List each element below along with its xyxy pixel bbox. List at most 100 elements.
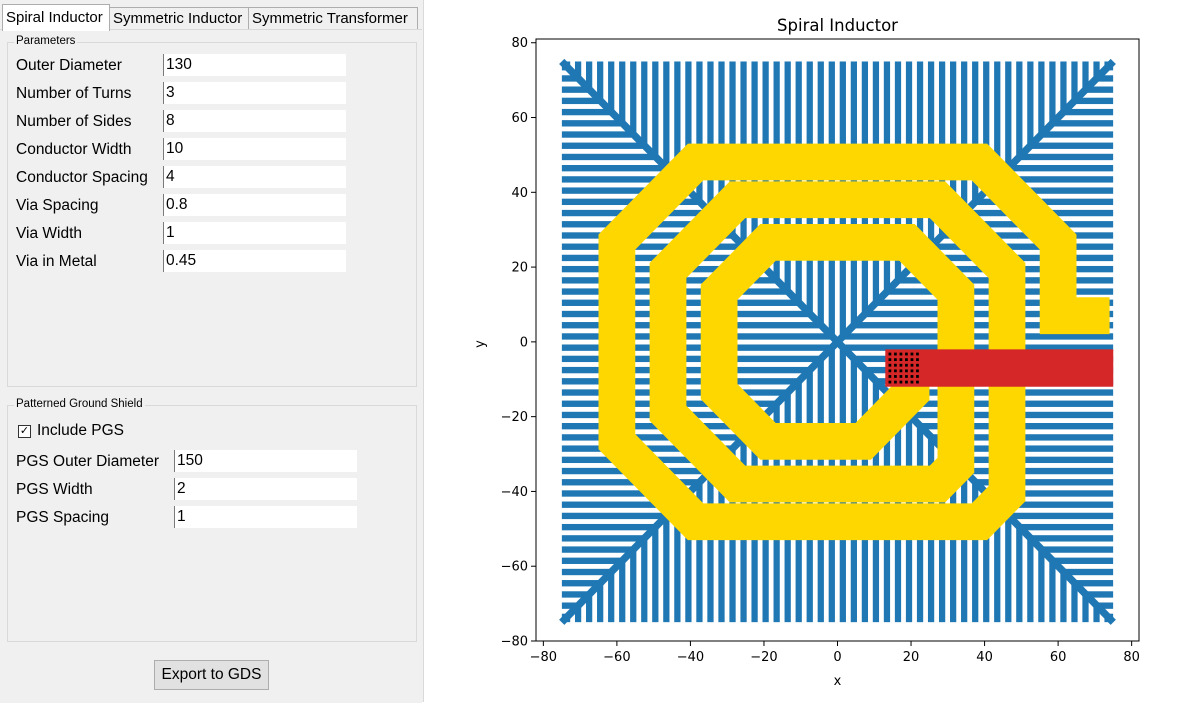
via-width-input[interactable]: [163, 222, 346, 244]
number-of-turns-label: Number of Turns: [16, 85, 132, 102]
via: [899, 363, 903, 367]
y-tick-label: 80: [511, 36, 528, 51]
pgs-strip: [561, 355, 838, 363]
pgs-strip: [837, 445, 1114, 452]
pgs-strip: [561, 322, 838, 329]
pgs-strip: [561, 265, 838, 273]
pgs-outer-diameter-input[interactable]: [174, 450, 357, 472]
via: [888, 380, 892, 384]
tab-symmetric-transformer[interactable]: Symmetric Transformer: [248, 7, 418, 30]
y-tick-label: 20: [511, 261, 528, 276]
via: [905, 375, 908, 378]
tab-bar: Spiral Inductor Symmetric Inductor Symme…: [0, 4, 424, 31]
conductor-width-label: Conductor Width: [16, 141, 132, 158]
x-tick-label: −80: [530, 650, 557, 665]
parameters-group: Parameters: [7, 35, 417, 387]
pgs-strip: [561, 400, 838, 407]
pgs-diagonal: [559, 58, 1116, 625]
pgs-strip: [561, 277, 838, 284]
pgs-strip: [561, 333, 838, 340]
via: [910, 358, 914, 362]
include-pgs-checkbox[interactable]: ✓: [18, 425, 31, 438]
pgs-strip: [561, 366, 838, 374]
x-tick-label: 40: [976, 650, 993, 665]
pgs-strip: [561, 299, 838, 306]
via: [916, 380, 919, 384]
number-of-sides-input[interactable]: [163, 110, 346, 132]
via: [910, 375, 914, 378]
pgs-strip: [561, 378, 838, 385]
via: [905, 380, 908, 384]
y-tick-label: −20: [501, 410, 528, 425]
via: [910, 369, 914, 373]
plot-title: Spiral Inductor: [777, 16, 898, 35]
control-panel: Spiral Inductor Symmetric Inductor Symme…: [0, 0, 424, 703]
pgs-strip: [837, 322, 1114, 329]
pgs-strip: [837, 467, 1114, 475]
pgs-spacing-input[interactable]: [174, 506, 357, 528]
via: [894, 380, 897, 384]
via: [894, 352, 897, 356]
pgs-strip: [561, 310, 838, 318]
x-tick-label: 20: [903, 650, 920, 665]
outer-diameter-label: Outer Diameter: [16, 57, 122, 74]
pgs-strip: [837, 434, 1114, 441]
tab-symmetric-inductor[interactable]: Symmetric Inductor: [109, 7, 249, 30]
pgs-strip: [561, 411, 838, 419]
x-tick-label: 60: [1050, 650, 1067, 665]
via: [888, 363, 892, 367]
via-width-label: Via Width: [16, 225, 83, 242]
pgs-strip: [837, 344, 1114, 351]
pgs-spacing-label: PGS Spacing: [16, 509, 110, 526]
via-spacing-input[interactable]: [163, 194, 346, 216]
number-of-turns-input[interactable]: [163, 82, 346, 104]
pgs-strip: [837, 288, 1114, 295]
pgs-strip: [561, 389, 838, 396]
outer-diameter-input[interactable]: [163, 54, 346, 76]
via: [899, 380, 903, 384]
conductor-spacing-input[interactable]: [163, 166, 346, 188]
y-tick-label: −40: [501, 485, 528, 500]
x-tick-label: −60: [603, 650, 630, 665]
x-tick-label: 80: [1123, 650, 1140, 665]
x-tick-label: −20: [750, 650, 777, 665]
spiral-conductor: [598, 143, 1110, 541]
via: [916, 375, 919, 378]
via: [916, 369, 919, 373]
y-tick-label: −60: [501, 560, 528, 575]
via: [916, 363, 919, 367]
pgs-strip: [837, 277, 1114, 284]
via: [899, 375, 903, 378]
parameters-group-title: Parameters: [14, 35, 78, 47]
via: [905, 369, 908, 373]
via: [905, 358, 908, 362]
pgs-outer-diameter-label: PGS Outer Diameter: [16, 453, 159, 470]
y-tick-label: 0: [520, 335, 528, 350]
y-tick-label: −80: [501, 635, 528, 650]
pgs-strip: [837, 333, 1114, 340]
via: [905, 352, 908, 356]
via: [916, 358, 919, 362]
via: [916, 352, 919, 356]
conductor-width-input[interactable]: [163, 138, 346, 160]
export-to-gds-button[interactable]: Export to GDS: [154, 660, 269, 690]
via-in-metal-input[interactable]: [163, 250, 346, 272]
pgs-group: Patterned Ground Shield: [7, 398, 417, 642]
via: [910, 380, 914, 384]
plot-area: Spiral Inductor x y −80 −60 −40 −20 0 20 40 60 8…: [424, 0, 1201, 702]
underpass-trace: [885, 349, 1114, 387]
pgs-width-label: PGS Width: [16, 481, 93, 498]
y-tick-label: 60: [511, 111, 528, 126]
pgs-strip: [561, 344, 838, 351]
tab-spiral-inductor[interactable]: Spiral Inductor: [2, 4, 110, 31]
via: [905, 363, 908, 367]
pgs-group-title: Patterned Ground Shield: [14, 398, 145, 410]
y-axis-label: y: [473, 340, 488, 348]
number-of-sides-label: Number of Sides: [16, 113, 132, 130]
pgs-width-input[interactable]: [174, 478, 357, 500]
via-spacing-label: Via Spacing: [16, 197, 99, 214]
via: [888, 358, 892, 362]
via: [894, 375, 897, 378]
x-axis-label: x: [834, 674, 842, 689]
via: [894, 369, 897, 373]
